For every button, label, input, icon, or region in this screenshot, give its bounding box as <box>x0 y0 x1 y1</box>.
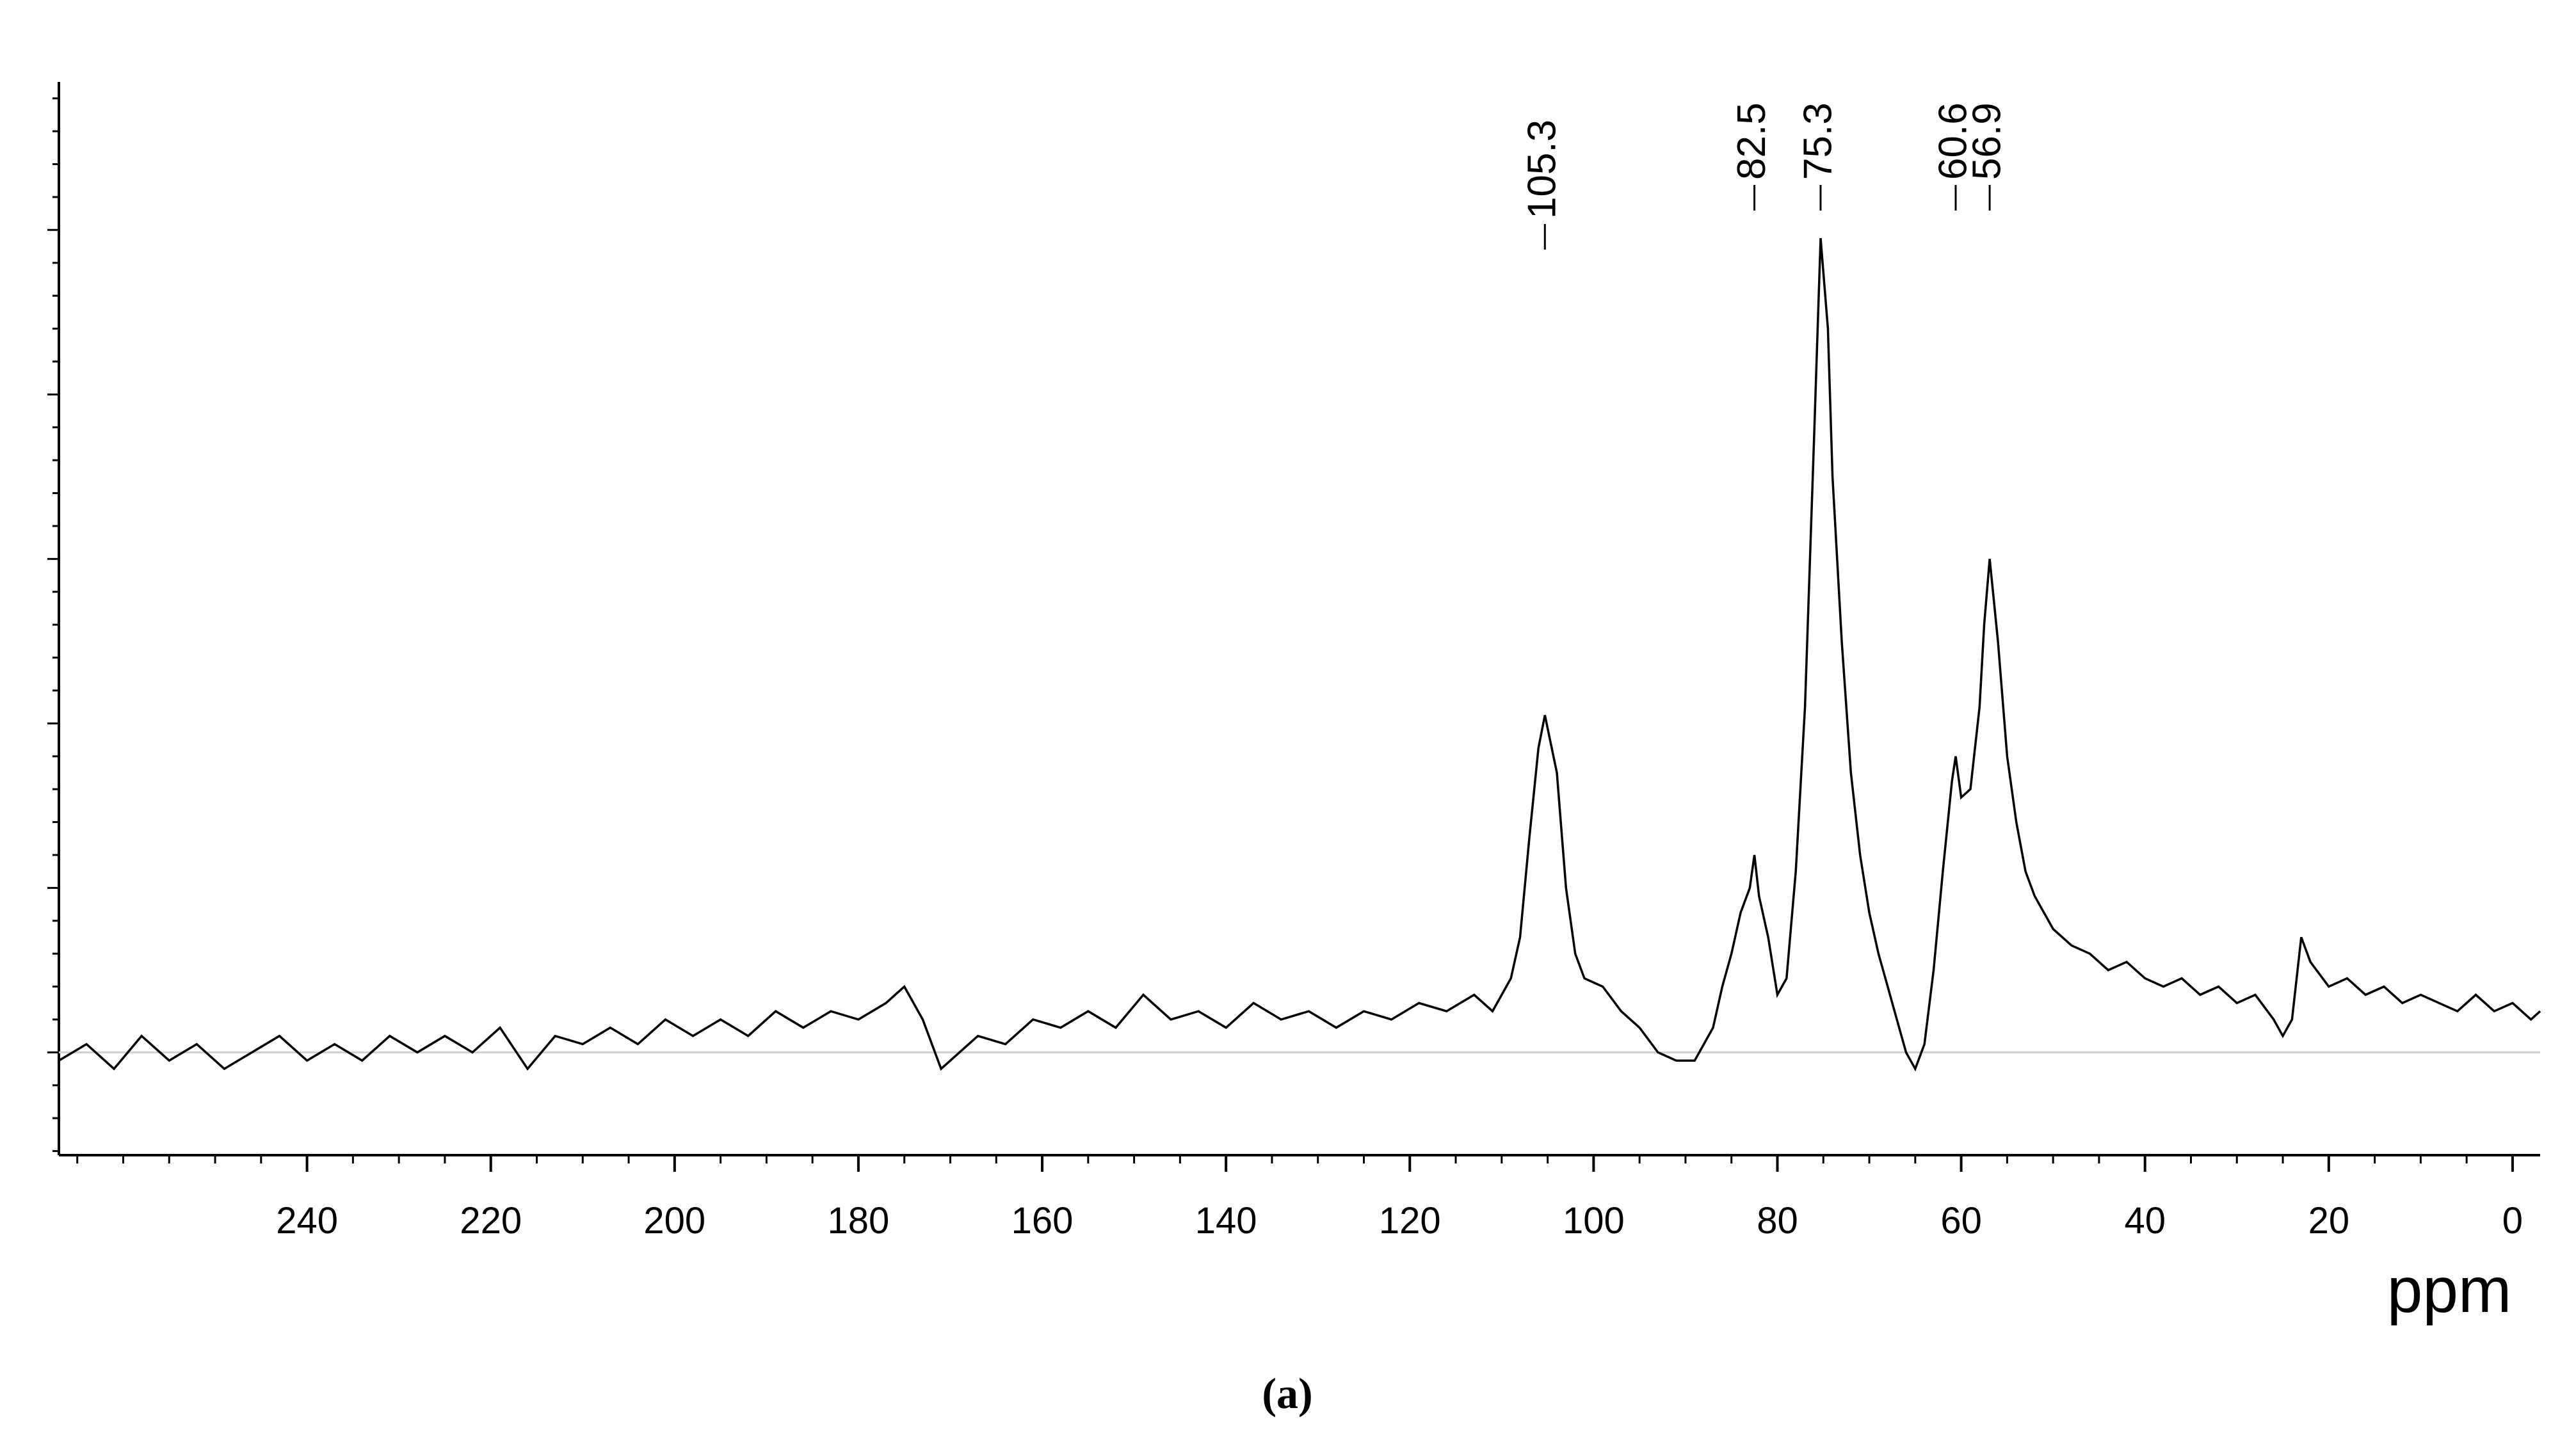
peak-label: 105.3 <box>1520 120 1565 219</box>
x-axis-label: ppm <box>2387 1254 2512 1326</box>
x-tick-label: 240 <box>276 1200 338 1242</box>
peak-label: 56.9 <box>1965 102 2009 180</box>
spectrum-line <box>58 238 2541 1072</box>
x-tick-label: 100 <box>1563 1200 1625 1242</box>
x-tick-label: 0 <box>2502 1200 2523 1242</box>
x-tick-label: 120 <box>1379 1200 1441 1242</box>
x-tick-label: 180 <box>828 1200 890 1242</box>
x-tick-label: 140 <box>1195 1200 1257 1242</box>
x-tick-label: 160 <box>1011 1200 1074 1242</box>
x-tick-label: 20 <box>2308 1200 2350 1242</box>
caption: (a) <box>1262 1369 1312 1418</box>
x-tick-label: 220 <box>460 1200 522 1242</box>
x-tick-label: 60 <box>1940 1200 1982 1242</box>
peak-label: 75.3 <box>1796 102 1840 180</box>
x-tick-label: 40 <box>2124 1200 2166 1242</box>
peak-label: 82.5 <box>1730 102 1774 180</box>
peak-label: 60.6 <box>1931 102 1975 180</box>
x-tick-label: 80 <box>1757 1200 1798 1242</box>
x-tick-label: 200 <box>643 1200 705 1242</box>
